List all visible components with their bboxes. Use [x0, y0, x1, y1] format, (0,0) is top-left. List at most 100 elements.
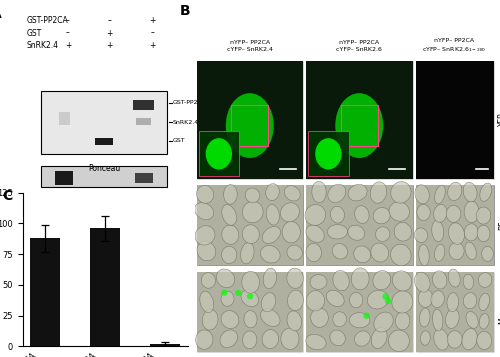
- Ellipse shape: [434, 185, 445, 204]
- Ellipse shape: [284, 186, 300, 201]
- Bar: [416, 272, 494, 352]
- Ellipse shape: [352, 268, 369, 290]
- Ellipse shape: [326, 290, 344, 307]
- Bar: [196, 186, 303, 265]
- Ellipse shape: [333, 312, 346, 327]
- Ellipse shape: [222, 205, 236, 225]
- Ellipse shape: [463, 182, 477, 202]
- FancyBboxPatch shape: [59, 112, 70, 125]
- Text: +: +: [106, 41, 112, 50]
- Ellipse shape: [434, 244, 445, 261]
- Ellipse shape: [420, 331, 430, 345]
- Ellipse shape: [420, 308, 430, 327]
- Ellipse shape: [415, 185, 430, 204]
- Text: Merge: Merge: [498, 300, 500, 324]
- FancyBboxPatch shape: [41, 166, 167, 187]
- Ellipse shape: [432, 271, 447, 289]
- Ellipse shape: [348, 184, 367, 201]
- Ellipse shape: [280, 203, 299, 222]
- Ellipse shape: [354, 331, 370, 346]
- Ellipse shape: [222, 246, 237, 263]
- Text: –: –: [66, 29, 70, 37]
- Ellipse shape: [221, 291, 234, 306]
- Ellipse shape: [370, 182, 386, 203]
- Text: +: +: [106, 29, 112, 37]
- Ellipse shape: [315, 138, 342, 170]
- Ellipse shape: [202, 273, 215, 288]
- Ellipse shape: [418, 245, 429, 266]
- Text: C: C: [2, 189, 13, 203]
- Ellipse shape: [310, 308, 328, 327]
- Text: GST: GST: [26, 29, 42, 37]
- Ellipse shape: [200, 291, 213, 313]
- Ellipse shape: [463, 274, 473, 290]
- Ellipse shape: [196, 185, 214, 203]
- Ellipse shape: [221, 311, 239, 328]
- Ellipse shape: [448, 269, 460, 287]
- Bar: [416, 61, 494, 178]
- Ellipse shape: [448, 182, 462, 201]
- Ellipse shape: [418, 289, 433, 307]
- FancyBboxPatch shape: [133, 100, 154, 110]
- FancyBboxPatch shape: [136, 119, 151, 125]
- Text: nYFP– PP2CA
cYFP– SnRK2.4: nYFP– PP2CA cYFP– SnRK2.4: [227, 40, 273, 52]
- Ellipse shape: [354, 206, 369, 223]
- Text: GST-PP2CA: GST-PP2CA: [172, 100, 206, 106]
- Ellipse shape: [390, 182, 411, 203]
- Ellipse shape: [382, 293, 388, 300]
- Text: +: +: [150, 16, 156, 25]
- Bar: [306, 61, 412, 178]
- FancyBboxPatch shape: [134, 173, 152, 183]
- Ellipse shape: [240, 243, 254, 264]
- Ellipse shape: [260, 309, 280, 326]
- Ellipse shape: [235, 290, 242, 296]
- Text: anti-SnRK2.4/SnRK2.10: anti-SnRK2.4/SnRK2.10: [64, 195, 144, 201]
- Ellipse shape: [449, 242, 464, 260]
- Ellipse shape: [373, 271, 390, 290]
- Text: SnRK2.4: SnRK2.4: [172, 120, 199, 125]
- Ellipse shape: [477, 225, 490, 242]
- Text: –: –: [150, 29, 154, 37]
- Ellipse shape: [392, 291, 413, 313]
- Ellipse shape: [328, 184, 346, 202]
- Ellipse shape: [196, 330, 213, 350]
- Text: +: +: [65, 41, 71, 50]
- Ellipse shape: [462, 328, 477, 350]
- FancyBboxPatch shape: [56, 171, 74, 185]
- Ellipse shape: [417, 205, 430, 221]
- Ellipse shape: [464, 224, 478, 241]
- Ellipse shape: [368, 290, 388, 309]
- Bar: [306, 272, 412, 352]
- Ellipse shape: [266, 205, 280, 225]
- Ellipse shape: [282, 221, 300, 243]
- Ellipse shape: [287, 245, 302, 260]
- Ellipse shape: [312, 181, 326, 203]
- Ellipse shape: [446, 206, 461, 222]
- Text: Ponceau: Ponceau: [88, 164, 120, 173]
- Text: SnRK2.4: SnRK2.4: [26, 41, 58, 50]
- Ellipse shape: [354, 246, 370, 263]
- Ellipse shape: [431, 291, 444, 308]
- Ellipse shape: [465, 242, 476, 260]
- Bar: [306, 61, 412, 178]
- Ellipse shape: [242, 331, 257, 349]
- Ellipse shape: [328, 225, 347, 239]
- Bar: [306, 186, 412, 265]
- Ellipse shape: [372, 327, 387, 348]
- Ellipse shape: [305, 205, 326, 225]
- Ellipse shape: [479, 313, 489, 329]
- Bar: [416, 272, 494, 352]
- Ellipse shape: [330, 330, 345, 346]
- Ellipse shape: [241, 290, 258, 307]
- Ellipse shape: [448, 331, 462, 348]
- Ellipse shape: [414, 272, 430, 292]
- Ellipse shape: [197, 241, 216, 261]
- Ellipse shape: [332, 243, 347, 259]
- Ellipse shape: [194, 203, 214, 220]
- Text: –: –: [66, 16, 70, 25]
- Ellipse shape: [242, 225, 260, 243]
- Bar: [196, 272, 303, 352]
- Ellipse shape: [448, 223, 464, 244]
- Ellipse shape: [478, 273, 492, 287]
- Ellipse shape: [434, 329, 448, 350]
